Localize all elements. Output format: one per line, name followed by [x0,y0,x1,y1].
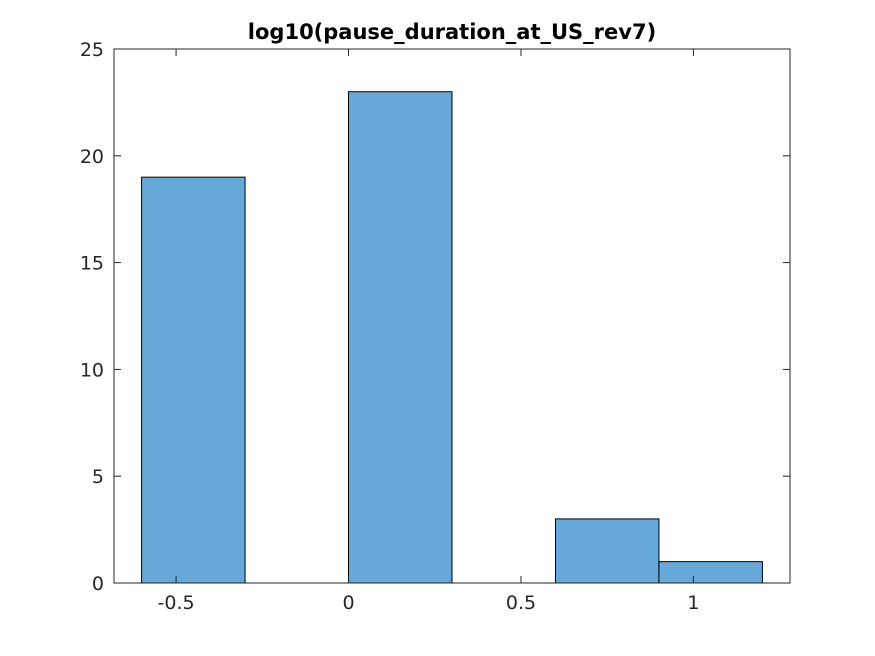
axes-box [113,48,791,584]
y-tick-label: 25 [80,39,104,61]
histogram-bar [141,176,246,584]
y-tick-label: 10 [80,359,104,381]
chart-title: log10(pause_duration_at_US_rev7) [248,20,656,44]
histogram-bar [348,91,453,584]
y-tick-label: 15 [80,253,104,275]
x-tick-label: 0.5 [506,592,536,614]
histogram-bar [658,561,763,584]
y-tick-label: 0 [92,573,104,595]
x-tick-label: 1 [687,592,699,614]
y-tick-label: 20 [80,146,104,168]
y-tick-label: 5 [92,466,104,488]
x-tick-label: 0 [342,592,354,614]
histogram-bar [554,518,660,584]
x-tick-label: -0.5 [158,592,195,614]
